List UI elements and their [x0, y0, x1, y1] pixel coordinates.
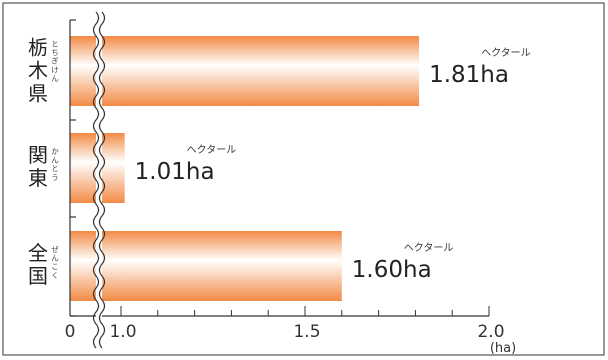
x-tick-label-0: 0 — [65, 322, 76, 342]
category-ruby-2-char-2: と — [51, 164, 59, 173]
value-ruby-2: ヘクタール — [187, 144, 237, 156]
category-label-2-char-1: 東 — [28, 166, 48, 190]
category-ruby-1-char-0: と — [51, 40, 59, 49]
bar-1 — [70, 36, 420, 106]
labels-layer: 0 1.0 1.5 2.0(ha)栃木県とちぎけん関東かんとう全国ぜんこく1.81ha… — [28, 36, 531, 357]
value-ruby-3: ヘクタール — [404, 242, 454, 254]
category-label-1-char-1: 木 — [28, 59, 48, 83]
axis-break-gap — [96, 12, 102, 340]
category-ruby-1-char-3: け — [51, 65, 59, 74]
axis-break-line-left — [92, 11, 100, 349]
category-ruby-3-char-2: こ — [51, 262, 59, 271]
axes-layer — [69, 11, 490, 349]
category-ruby-2-char-3: う — [51, 173, 59, 182]
category-ruby-1-char-4: ん — [51, 74, 59, 83]
category-ruby-3-char-0: ぜ — [51, 245, 59, 254]
category-label-2-char-0: 関 — [28, 143, 48, 167]
category-label-3-char-1: 国 — [28, 264, 48, 288]
value-label-1: 1.81ha — [429, 62, 509, 88]
x-tick-label-2: 1.5 — [293, 322, 320, 342]
category-ruby-3-char-1: ん — [51, 254, 59, 263]
bars-layer — [70, 36, 420, 301]
category-ruby-1-char-2: ぎ — [51, 56, 59, 66]
category-ruby-2-char-0: か — [51, 147, 59, 156]
x-unit-label: (ha) — [490, 341, 516, 356]
axis-break-line-right — [98, 11, 106, 349]
value-label-2: 1.01ha — [135, 159, 215, 185]
category-label-3-char-0: 全 — [28, 241, 48, 265]
x-tick-label-3: 2.0 — [477, 322, 504, 342]
value-ruby-1: ヘクタール — [481, 47, 531, 59]
category-label-1-char-2: 県 — [28, 82, 48, 106]
bar-3 — [70, 231, 342, 301]
x-tick-label-1: 1.0 — [109, 322, 136, 342]
category-ruby-1-char-1: ち — [51, 48, 59, 57]
category-ruby-2-char-1: ん — [51, 156, 59, 165]
value-label-3: 1.60ha — [352, 257, 432, 283]
category-label-1-char-0: 栃 — [28, 36, 48, 60]
category-ruby-3-char-3: く — [51, 271, 59, 280]
